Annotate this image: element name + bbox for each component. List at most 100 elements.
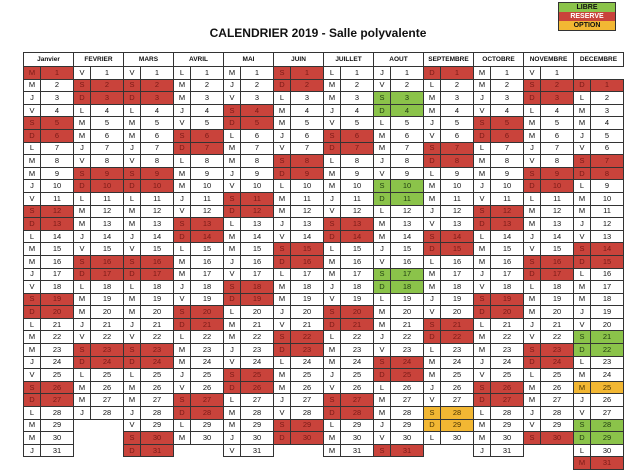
- day-number[interactable]: 6: [240, 128, 274, 143]
- day-number[interactable]: 19: [240, 292, 274, 307]
- day-number[interactable]: 29: [240, 418, 274, 433]
- day-number[interactable]: 26: [490, 380, 524, 395]
- day-letter[interactable]: M: [373, 217, 391, 231]
- day-letter[interactable]: J: [23, 355, 41, 370]
- day-number[interactable]: 8: [340, 154, 374, 168]
- day-letter[interactable]: J: [473, 91, 491, 105]
- day-letter[interactable]: V: [573, 141, 591, 156]
- day-number[interactable]: 10: [90, 179, 124, 193]
- day-number[interactable]: 12: [340, 204, 374, 219]
- day-letter[interactable]: D: [573, 254, 591, 269]
- day-letter[interactable]: D: [523, 267, 541, 282]
- day-number[interactable]: 9: [340, 166, 374, 181]
- day-number[interactable]: 20: [340, 305, 374, 319]
- day-letter[interactable]: M: [473, 431, 491, 445]
- day-number[interactable]: 1: [240, 66, 274, 80]
- day-letter[interactable]: D: [573, 431, 591, 445]
- day-letter[interactable]: V: [123, 418, 141, 433]
- day-number[interactable]: 6: [190, 128, 224, 143]
- day-letter[interactable]: J: [273, 393, 291, 408]
- day-number[interactable]: 16: [290, 254, 324, 269]
- day-letter[interactable]: D: [323, 141, 341, 156]
- day-letter[interactable]: S: [123, 254, 141, 269]
- day-letter[interactable]: M: [523, 292, 541, 307]
- day-letter[interactable]: V: [223, 443, 241, 458]
- day-letter[interactable]: V: [423, 305, 441, 319]
- day-letter[interactable]: M: [473, 343, 491, 357]
- day-number[interactable]: 11: [190, 191, 224, 206]
- day-number[interactable]: 4: [590, 116, 624, 130]
- day-letter[interactable]: D: [123, 355, 141, 370]
- day-letter[interactable]: M: [223, 406, 241, 420]
- day-letter[interactable]: J: [173, 368, 191, 382]
- day-number[interactable]: 20: [190, 305, 224, 319]
- day-number[interactable]: 27: [90, 393, 124, 408]
- day-number[interactable]: 25: [140, 368, 174, 382]
- day-letter[interactable]: L: [473, 317, 491, 332]
- day-letter[interactable]: M: [73, 128, 91, 143]
- day-letter[interactable]: M: [323, 267, 341, 282]
- day-number[interactable]: 7: [190, 141, 224, 156]
- day-letter[interactable]: S: [123, 431, 141, 445]
- day-number[interactable]: 18: [190, 280, 224, 294]
- day-number[interactable]: 5: [390, 116, 424, 130]
- day-letter[interactable]: M: [573, 116, 591, 130]
- day-number[interactable]: 27: [40, 393, 74, 408]
- day-letter[interactable]: J: [323, 368, 341, 382]
- day-letter[interactable]: M: [173, 166, 191, 181]
- day-number[interactable]: 17: [90, 267, 124, 282]
- day-number[interactable]: 6: [290, 128, 324, 143]
- day-number[interactable]: 17: [540, 267, 574, 282]
- day-letter[interactable]: V: [23, 368, 41, 382]
- day-letter[interactable]: D: [23, 393, 41, 408]
- day-number[interactable]: 11: [440, 191, 474, 206]
- day-number[interactable]: 14: [390, 229, 424, 244]
- day-number[interactable]: 18: [390, 280, 424, 294]
- day-letter[interactable]: L: [523, 368, 541, 382]
- day-number[interactable]: 3: [190, 91, 224, 105]
- day-letter[interactable]: M: [323, 343, 341, 357]
- day-letter[interactable]: S: [323, 217, 341, 231]
- day-number[interactable]: 5: [240, 116, 274, 130]
- day-letter[interactable]: D: [423, 418, 441, 433]
- day-letter[interactable]: J: [373, 242, 391, 256]
- day-letter[interactable]: M: [373, 128, 391, 143]
- day-letter[interactable]: M: [23, 418, 41, 433]
- day-number[interactable]: 24: [290, 355, 324, 370]
- day-letter[interactable]: L: [273, 91, 291, 105]
- day-letter[interactable]: M: [523, 116, 541, 130]
- day-letter[interactable]: M: [423, 91, 441, 105]
- day-number[interactable]: 17: [340, 267, 374, 282]
- day-number[interactable]: 27: [440, 393, 474, 408]
- day-letter[interactable]: L: [423, 343, 441, 357]
- day-letter[interactable]: L: [173, 330, 191, 345]
- day-number[interactable]: 20: [90, 305, 124, 319]
- day-number[interactable]: 4: [40, 103, 74, 118]
- day-letter[interactable]: S: [573, 330, 591, 345]
- day-number[interactable]: 18: [290, 280, 324, 294]
- day-letter[interactable]: M: [523, 393, 541, 408]
- day-number[interactable]: 25: [440, 368, 474, 382]
- day-number[interactable]: 28: [90, 406, 124, 420]
- day-number[interactable]: 31: [490, 443, 524, 458]
- day-number[interactable]: 20: [490, 305, 524, 319]
- day-letter[interactable]: V: [73, 242, 91, 256]
- day-number[interactable]: 18: [40, 280, 74, 294]
- day-number[interactable]: 15: [390, 242, 424, 256]
- day-letter[interactable]: M: [223, 242, 241, 256]
- day-number[interactable]: 27: [290, 393, 324, 408]
- day-number[interactable]: 12: [140, 204, 174, 219]
- day-letter[interactable]: S: [23, 116, 41, 130]
- day-letter[interactable]: D: [423, 330, 441, 345]
- day-letter[interactable]: S: [23, 204, 41, 219]
- day-letter[interactable]: M: [573, 280, 591, 294]
- day-letter[interactable]: L: [573, 355, 591, 370]
- day-letter[interactable]: M: [473, 254, 491, 269]
- day-number[interactable]: 20: [40, 305, 74, 319]
- day-number[interactable]: 25: [590, 380, 624, 395]
- day-letter[interactable]: D: [123, 91, 141, 105]
- day-number[interactable]: 11: [490, 191, 524, 206]
- day-letter[interactable]: J: [323, 280, 341, 294]
- day-letter[interactable]: J: [373, 154, 391, 168]
- day-number[interactable]: 28: [40, 406, 74, 420]
